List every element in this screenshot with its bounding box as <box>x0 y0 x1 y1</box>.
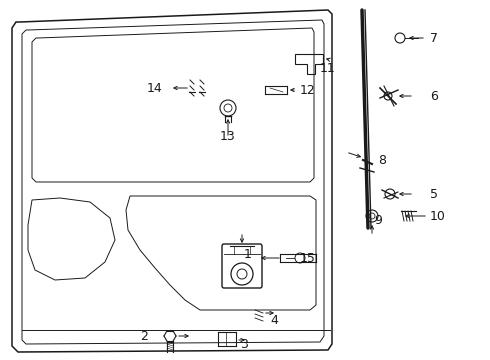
Text: 6: 6 <box>430 90 438 103</box>
Text: 2: 2 <box>140 329 148 342</box>
Text: 15: 15 <box>300 252 316 265</box>
Text: 14: 14 <box>146 81 162 95</box>
Text: 12: 12 <box>300 84 316 96</box>
Text: 13: 13 <box>220 130 236 143</box>
Text: 1: 1 <box>244 248 252 261</box>
Text: 4: 4 <box>270 314 278 327</box>
Text: 7: 7 <box>430 32 438 45</box>
Text: 11: 11 <box>320 62 336 75</box>
Text: 3: 3 <box>240 338 248 351</box>
Text: 10: 10 <box>430 210 446 222</box>
Text: 5: 5 <box>430 188 438 201</box>
Text: 9: 9 <box>374 214 382 227</box>
Text: 8: 8 <box>378 153 386 166</box>
